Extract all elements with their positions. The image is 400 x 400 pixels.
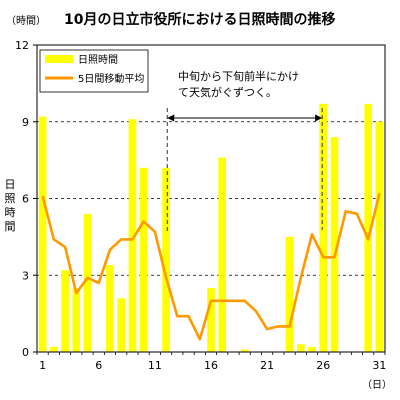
axes bbox=[33, 44, 386, 355]
bar-day-9 bbox=[128, 119, 137, 352]
bar-day-17 bbox=[218, 157, 227, 352]
bar-day-19 bbox=[240, 349, 249, 352]
chart-title: 10月の日立市役所における日照時間の推移 bbox=[64, 11, 335, 28]
bar-day-23 bbox=[285, 236, 294, 352]
annotation-text-line1: 中旬から下旬前半にかけ bbox=[178, 69, 299, 83]
annotation-text-line2: て天気がぐずつく。 bbox=[178, 85, 277, 99]
legend-bar-swatch bbox=[45, 55, 73, 63]
bar-series bbox=[38, 103, 384, 352]
bar-day-26 bbox=[319, 103, 328, 352]
bar-day-7 bbox=[106, 265, 114, 352]
legend: 日照時間 5日間移動平均 bbox=[39, 49, 149, 93]
legend-line-label: 5日間移動平均 bbox=[78, 72, 144, 85]
legend-bar-label: 日照時間 bbox=[78, 54, 118, 66]
bar-day-12 bbox=[162, 167, 170, 352]
bar-day-10 bbox=[139, 167, 148, 352]
y-axis-label-char: 間 bbox=[5, 220, 16, 233]
bar-day-24 bbox=[296, 344, 305, 352]
y-tick-label-6: 6 bbox=[22, 193, 29, 206]
bar-day-31 bbox=[375, 121, 384, 352]
y-axis-label-char: 時 bbox=[5, 206, 16, 219]
x-unit-label: （日） bbox=[362, 379, 392, 391]
y-tick-label-12: 12 bbox=[15, 39, 29, 52]
y-axis-label: 日照時間 bbox=[5, 178, 16, 233]
x-tick-label-1: 1 bbox=[39, 359, 46, 372]
x-tick-label-11: 11 bbox=[148, 359, 162, 372]
annotation-arrow-right-head bbox=[315, 114, 323, 122]
bar-day-4 bbox=[72, 288, 81, 352]
y-tick-label-3: 3 bbox=[22, 269, 29, 282]
x-tick-label-6: 6 bbox=[95, 359, 102, 372]
bar-day-16 bbox=[207, 288, 215, 352]
bar-day-1 bbox=[38, 116, 47, 352]
y-tick-label-0: 0 bbox=[22, 346, 29, 359]
bar-day-30 bbox=[364, 103, 372, 352]
y-axis-label-char: 照 bbox=[5, 192, 16, 205]
bar-day-8 bbox=[117, 298, 126, 352]
x-tick-label-21: 21 bbox=[260, 359, 274, 372]
moving-average-line bbox=[41, 193, 381, 341]
x-tick-label-16: 16 bbox=[204, 359, 218, 372]
bar-day-25 bbox=[308, 346, 316, 352]
annotation-arrow-left-head bbox=[167, 114, 175, 122]
x-tick-label-31: 31 bbox=[372, 359, 386, 372]
bar-day-27 bbox=[330, 137, 339, 352]
x-tick-label-26: 26 bbox=[316, 359, 330, 372]
y-unit-label: （時間） bbox=[6, 15, 46, 27]
annotation: 中旬から下旬前半にかけ て天気がぐずつく。 bbox=[166, 69, 323, 232]
y-axis-label-char: 日 bbox=[5, 178, 16, 191]
bar-day-2 bbox=[50, 346, 58, 352]
bar-day-5 bbox=[83, 213, 92, 352]
bar-day-3 bbox=[61, 270, 69, 352]
moving-average-series bbox=[41, 193, 381, 341]
y-tick-label-9: 9 bbox=[22, 116, 29, 129]
